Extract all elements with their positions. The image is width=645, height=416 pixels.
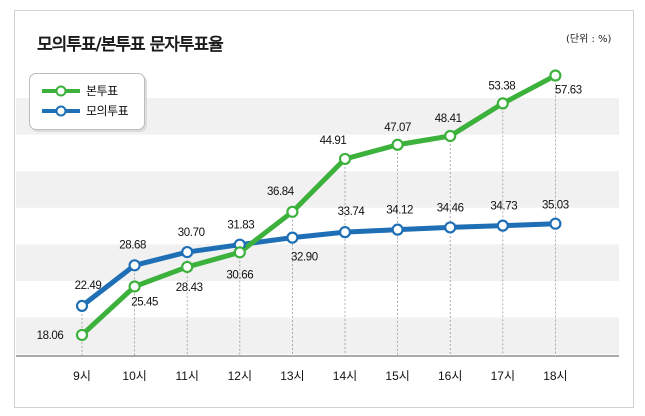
x-tick-label: 11시	[175, 369, 199, 383]
main-vote-point	[286, 205, 299, 218]
main-vote-point	[128, 280, 141, 293]
main-vote-data-label: 25.45	[131, 296, 158, 308]
mock-vote-point	[391, 223, 404, 236]
mock-vote-data-label: 28.68	[119, 239, 146, 251]
main-vote-point	[496, 97, 509, 110]
main-vote-point	[338, 152, 352, 166]
x-tick-label: 12시	[228, 369, 252, 383]
x-tick-label: 15시	[385, 369, 409, 383]
main-vote-data-label: 36.84	[267, 186, 295, 198]
main-vote-point	[75, 328, 89, 342]
legend-label-mock-vote: 모의투표	[86, 104, 129, 118]
legend-label-main-vote: 본투표	[86, 84, 118, 98]
grid-band	[16, 244, 619, 281]
mock-vote-point	[181, 245, 194, 259]
main-vote-line	[79, 73, 558, 338]
mock-vote-line	[79, 221, 558, 309]
mock-vote-data-label: 34.73	[490, 201, 517, 213]
x-tick-label: 9시	[73, 369, 91, 383]
chart-legend: 본투표 모의투표	[29, 73, 145, 130]
chart-title: 모의투표/본투표 문자투표율	[37, 35, 224, 55]
x-tick-label: 13시	[280, 369, 304, 383]
mock-vote-point	[549, 217, 562, 230]
mock-vote-data-label: 31.83	[227, 220, 254, 232]
main-vote-point	[444, 129, 457, 143]
mock-vote-point	[128, 259, 141, 272]
main-vote-data-label: 28.43	[176, 282, 203, 294]
mock-vote-point	[75, 299, 89, 312]
main-vote-data-label: 57.63	[555, 85, 582, 97]
mock-vote-point	[496, 219, 509, 232]
main-vote-data-label: 18.06	[37, 330, 64, 342]
main-vote-point	[181, 260, 194, 274]
mock-vote-data-label: 35.03	[542, 200, 569, 212]
main-vote-data-label: 47.07	[384, 122, 411, 134]
main-vote-data-label: 48.41	[435, 113, 462, 125]
mock-vote-data-label: 22.49	[75, 280, 102, 292]
x-tick-label: 14시	[333, 369, 357, 383]
main-vote-data-label: 53.38	[488, 80, 515, 92]
grid-band	[16, 317, 619, 355]
main-vote-data-label: 44.91	[320, 135, 347, 147]
mock-vote-point	[444, 221, 457, 234]
main-vote-point	[549, 69, 562, 82]
mock-vote-data-label: 32.90	[291, 252, 318, 264]
main-vote-point	[233, 246, 246, 259]
x-tick-label: 17시	[491, 369, 515, 383]
mock-vote-data-label: 30.70	[178, 227, 205, 239]
mock-vote-data-label: 34.46	[437, 202, 464, 214]
mock-vote-data-label: 34.12	[386, 205, 413, 217]
main-vote-data-label: 30.66	[226, 269, 253, 281]
x-tick-label: 10시	[122, 369, 146, 383]
x-tick-label: 16시	[438, 369, 462, 383]
legend-swatch-green	[42, 85, 80, 97]
main-vote-point	[391, 138, 404, 151]
x-tick-label: 18시	[543, 369, 567, 383]
mock-vote-data-label: 33.74	[338, 206, 366, 218]
legend-swatch-blue	[42, 105, 80, 117]
unit-label: (단위 : %)	[566, 34, 612, 45]
mock-vote-point	[338, 226, 352, 239]
mock-vote-point	[286, 231, 299, 244]
